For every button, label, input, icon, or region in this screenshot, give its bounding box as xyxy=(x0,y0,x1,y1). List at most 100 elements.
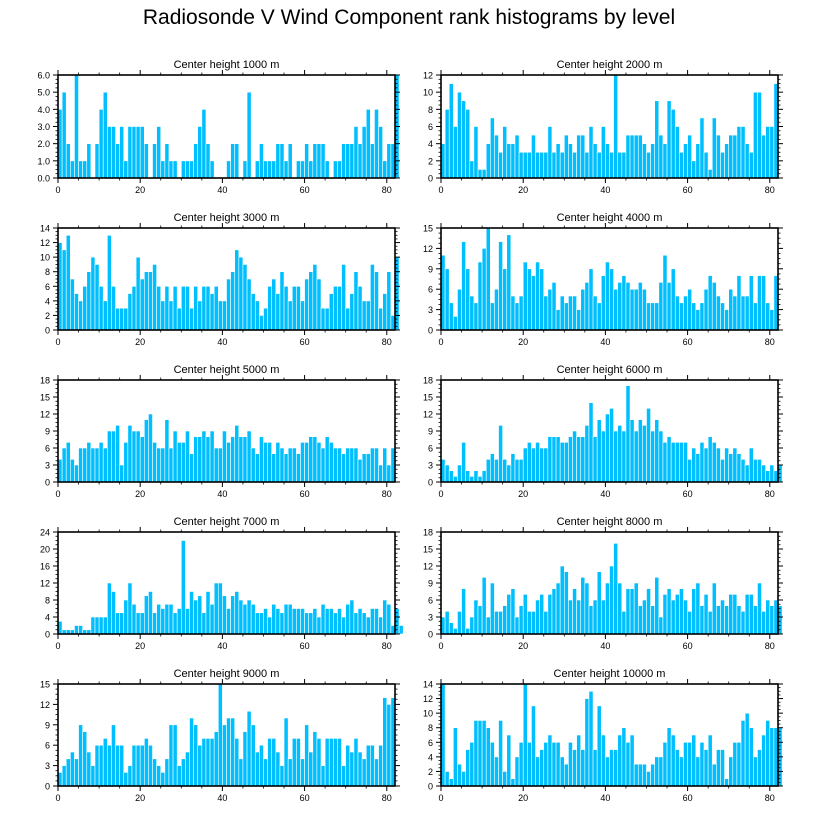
histogram-bar xyxy=(275,608,281,635)
histogram-bar xyxy=(621,727,627,787)
histogram-bar xyxy=(621,275,627,331)
histogram-bar xyxy=(78,160,83,179)
histogram-bar xyxy=(609,268,614,331)
histogram-bar xyxy=(345,307,351,331)
y-tick-label: 2 xyxy=(428,156,433,166)
histogram-bar xyxy=(658,134,664,179)
histogram-bar xyxy=(378,307,383,331)
histogram-bar xyxy=(514,756,520,787)
histogram-bar xyxy=(357,608,363,635)
histogram-bar xyxy=(448,302,454,331)
histogram-bar xyxy=(119,126,125,179)
x-tick-label: 80 xyxy=(765,641,775,651)
x-tick-label: 40 xyxy=(600,337,610,347)
histogram-bar xyxy=(287,143,293,179)
histogram-bar xyxy=(287,300,293,331)
histogram-bar xyxy=(666,282,672,331)
histogram-bar xyxy=(65,758,71,787)
histogram-bar xyxy=(386,143,392,179)
histogram-bar xyxy=(185,285,190,331)
histogram-bar xyxy=(283,285,289,331)
y-tick-label: 12 xyxy=(423,71,433,81)
y-tick-label: 0 xyxy=(45,326,50,336)
histogram-bar xyxy=(176,608,182,635)
histogram-bar xyxy=(357,143,363,179)
histogram-bar xyxy=(576,599,582,635)
histogram-bar xyxy=(695,453,701,483)
histogram-bar xyxy=(596,151,602,179)
histogram-bar xyxy=(531,447,536,483)
histogram-panel-3: Center height 3000 m 0 2 4 6 8 10 12 14 0 20 40 60 80 xyxy=(40,212,400,347)
y-tick-label: 8 xyxy=(428,723,433,733)
histogram-bar xyxy=(205,738,211,787)
histogram-bar xyxy=(168,447,174,483)
histogram-bar xyxy=(473,720,479,787)
histogram-bar xyxy=(386,704,392,787)
histogram-bar xyxy=(193,436,199,483)
histogram-bar xyxy=(477,476,483,483)
histogram-bar xyxy=(246,278,252,331)
histogram-bar xyxy=(720,459,725,483)
histogram-bar xyxy=(711,582,717,635)
x-tick-label: 20 xyxy=(518,489,528,499)
histogram-bar xyxy=(453,476,458,483)
histogram-bar xyxy=(699,605,705,635)
histogram-bar xyxy=(341,264,346,331)
y-tick-label: 9 xyxy=(45,720,50,730)
histogram-bar xyxy=(461,100,466,179)
histogram-bar xyxy=(617,282,623,331)
histogram-bar xyxy=(757,459,762,483)
histogram-bar xyxy=(217,582,223,635)
histogram-bar xyxy=(650,302,656,331)
histogram-bar xyxy=(246,599,252,635)
x-tick-label: 20 xyxy=(518,185,528,195)
histogram-bar xyxy=(683,599,688,635)
histogram-bar xyxy=(502,126,508,179)
histogram-bar xyxy=(716,605,721,635)
histogram-bar xyxy=(254,453,260,483)
x-tick-label: 60 xyxy=(300,641,310,651)
histogram-bar xyxy=(320,307,326,331)
histogram-bar xyxy=(559,756,565,787)
histogram-bar xyxy=(250,603,256,635)
histogram-bar xyxy=(341,453,346,483)
x-tick-label: 40 xyxy=(217,793,227,803)
histogram-bar xyxy=(629,734,635,787)
histogram-bar xyxy=(160,772,166,787)
histogram-panel-1: Center height 1000 m 0.0 1.0 2.0 3.0 4.0 5.0 6.… xyxy=(37,59,400,195)
x-tick-label: 0 xyxy=(55,185,60,195)
histogram-bar xyxy=(152,442,157,483)
histogram-bar xyxy=(222,300,227,331)
histogram-bar xyxy=(86,442,92,483)
histogram-bar xyxy=(238,436,244,483)
x-tick-label: 40 xyxy=(600,185,610,195)
histogram-bar xyxy=(592,436,598,483)
histogram-bar xyxy=(398,625,404,635)
histogram-bar xyxy=(320,143,326,179)
histogram-bar xyxy=(337,447,342,483)
histogram-bar xyxy=(287,758,293,787)
histogram-bar xyxy=(473,302,479,331)
panel-title: Center height 5000 m xyxy=(174,364,280,376)
histogram-bar xyxy=(654,100,660,179)
histogram-bar xyxy=(633,430,639,483)
histogram-bar xyxy=(139,612,145,635)
histogram-bar xyxy=(633,582,639,635)
histogram-bar xyxy=(250,447,256,483)
histogram-bar xyxy=(168,603,174,635)
histogram-bar xyxy=(703,288,709,331)
histogram-bar xyxy=(605,582,610,635)
histogram-bar xyxy=(679,302,684,331)
histogram-bar xyxy=(543,447,549,483)
histogram-bar xyxy=(328,738,334,787)
histogram-bar xyxy=(180,285,186,331)
histogram-bar xyxy=(193,143,199,179)
histogram-bar xyxy=(506,594,512,635)
histogram-bar xyxy=(617,734,623,787)
histogram-bar xyxy=(711,442,717,483)
histogram-bar xyxy=(349,293,355,331)
y-tick-label: 15 xyxy=(40,393,50,403)
histogram-bar xyxy=(642,763,647,787)
histogram-bar xyxy=(687,459,693,483)
histogram-bar xyxy=(736,741,742,787)
